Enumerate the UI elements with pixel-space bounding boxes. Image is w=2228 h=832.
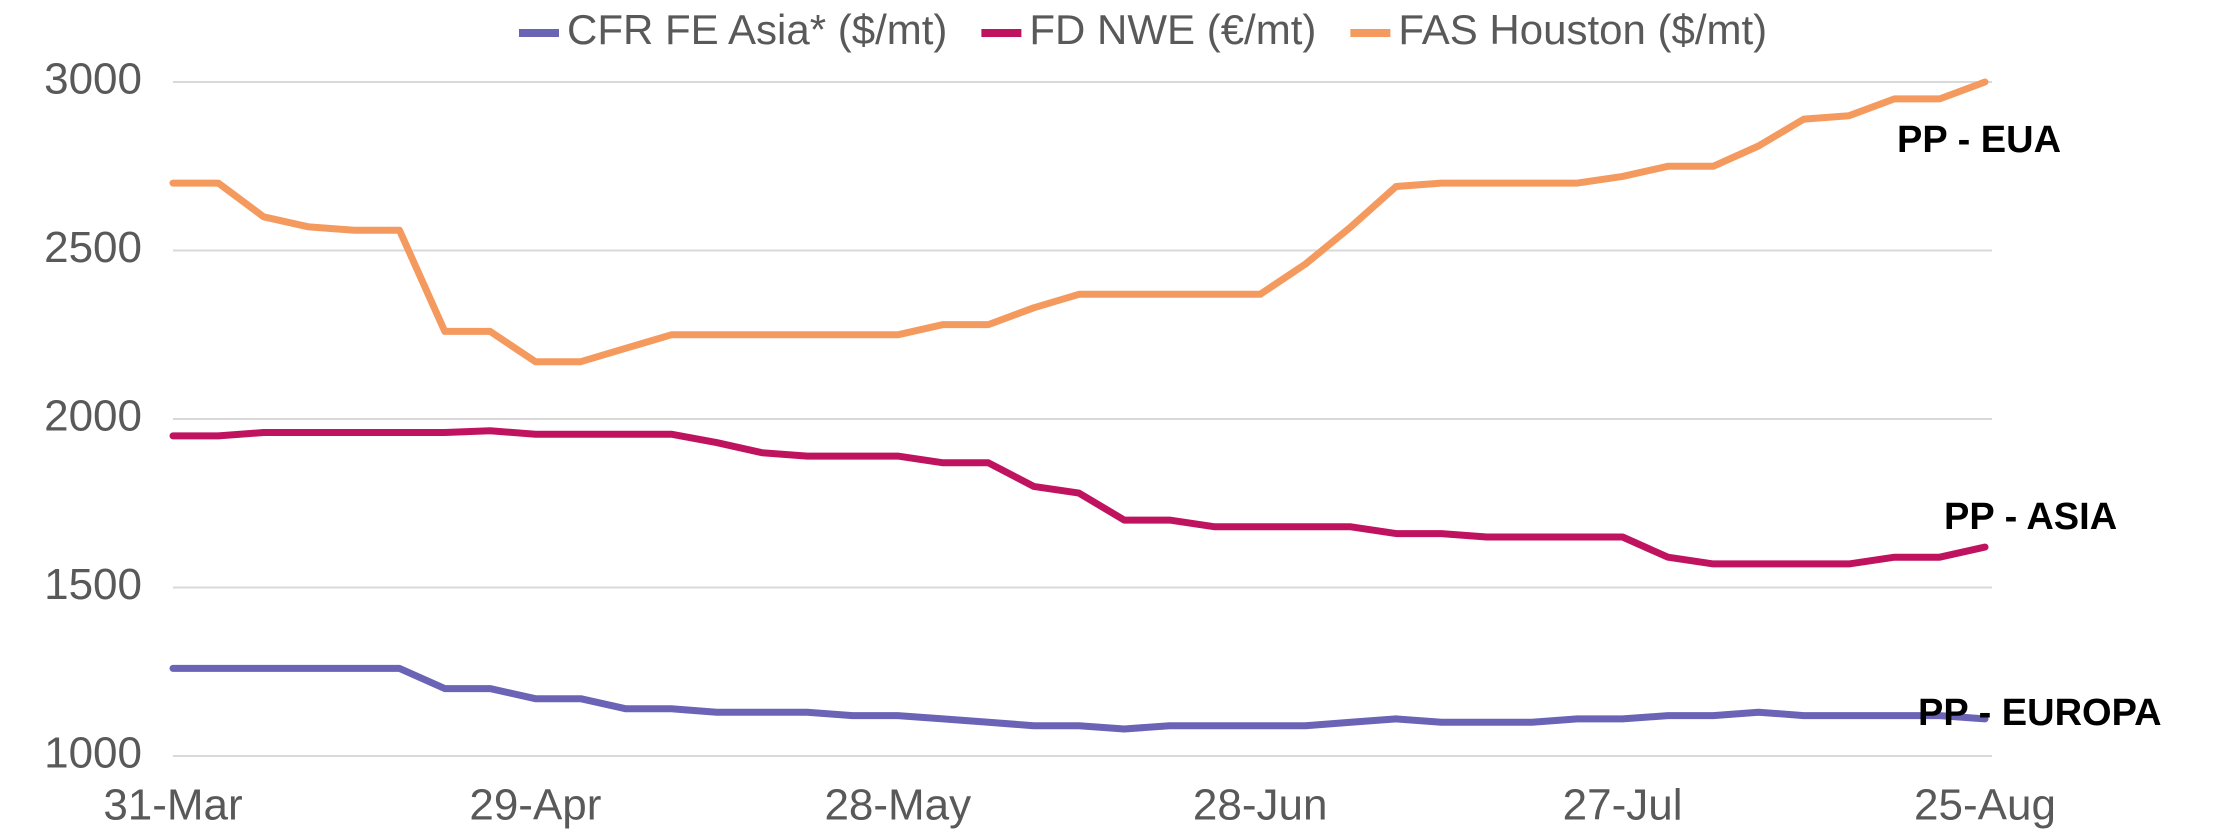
y-tick-label: 1000 [44,729,142,778]
grid: 1000 1500 2000 2500 3000 31-Mar 29-Apr 28-May 28… [44,55,2056,830]
legend-label: FAS Houston ($/mt) [1398,6,1767,53]
x-tick-label: 31-Mar [103,781,242,830]
y-tick-label: 2500 [44,223,142,272]
x-tick-label: 28-May [824,781,971,830]
y-tick-label: 3000 [44,55,142,104]
x-tick-label: 29-Apr [469,781,601,830]
annotation: PP - EUA [1897,119,2061,161]
series-line [169,664,1989,733]
y-tick-label: 2000 [44,392,142,441]
legend-label: FD NWE (€/mt) [1029,6,1316,53]
series-line [169,427,1989,568]
plot-area [169,78,1989,733]
series-line [169,78,1989,366]
x-tick-label: 28-Jun [1193,781,1328,830]
legend-label: CFR FE Asia* ($/mt) [567,6,947,53]
annotation: PP - EUROPA [1918,692,2162,734]
x-tick-label: 27-Jul [1563,781,1683,830]
legend: CFR FE Asia* ($/mt) FD NWE (€/mt) FAS Hous… [519,6,1767,53]
y-tick-label: 1500 [44,560,142,609]
annotation: PP - ASIA [1944,496,2117,538]
x-tick-label: 25-Aug [1914,781,2056,830]
